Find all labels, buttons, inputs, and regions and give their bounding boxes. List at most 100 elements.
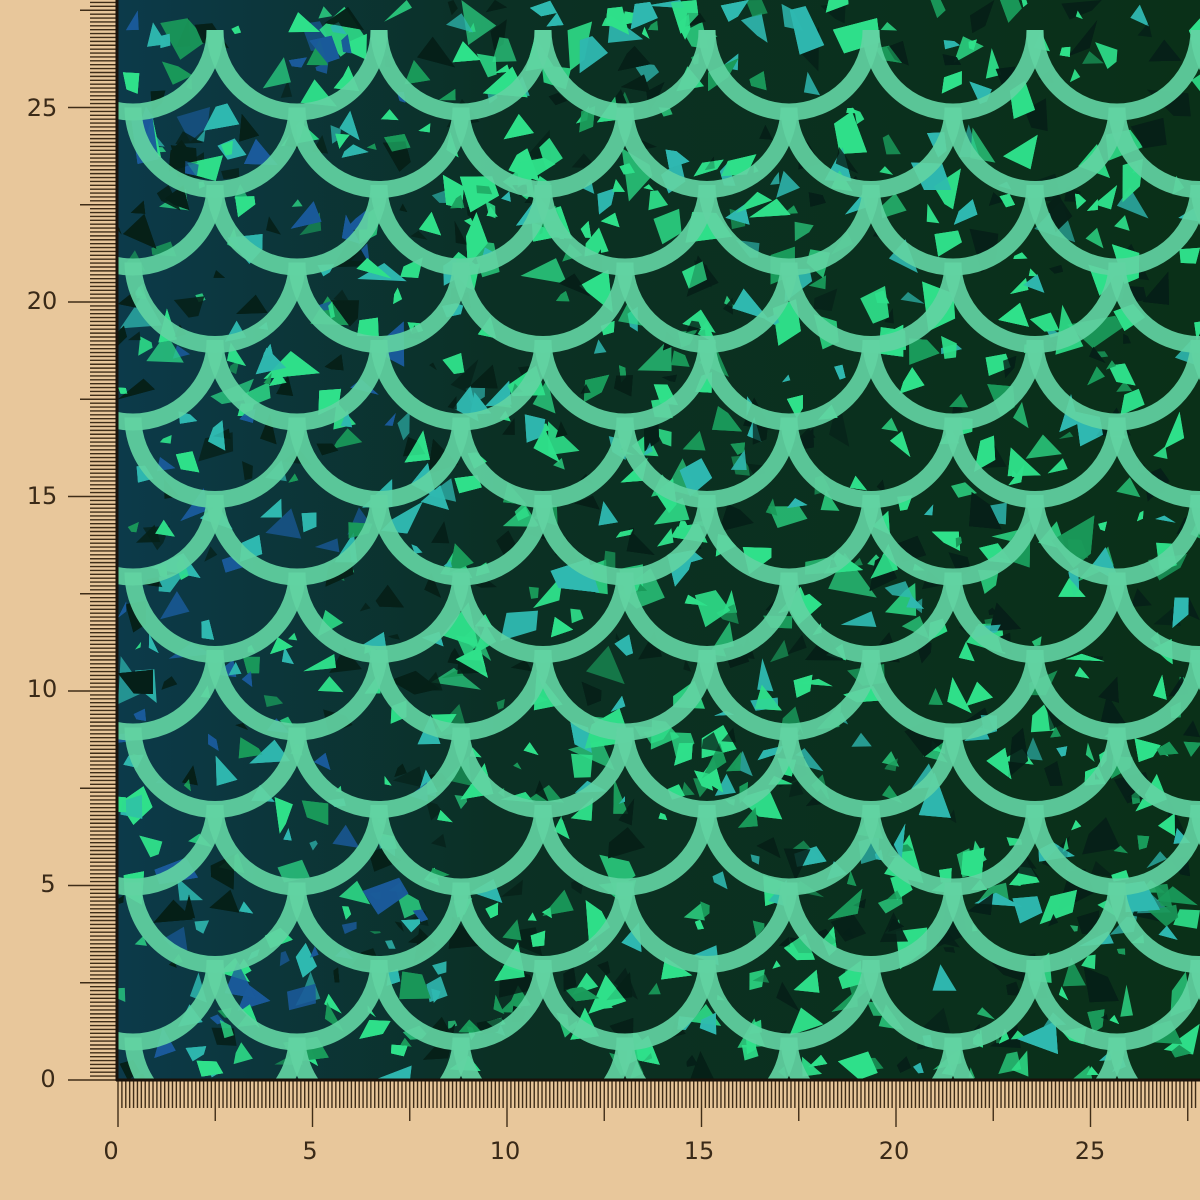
shard — [840, 611, 877, 627]
shard — [884, 581, 914, 598]
shard — [1085, 227, 1104, 249]
shard — [492, 37, 517, 62]
horizontal-label: 25 — [1075, 1137, 1106, 1165]
shard — [1191, 74, 1200, 92]
shard — [1154, 883, 1173, 907]
shard — [221, 168, 240, 180]
shard — [1153, 446, 1168, 459]
shard — [880, 193, 907, 219]
shard — [385, 940, 396, 949]
shard — [384, 0, 412, 22]
shard — [332, 824, 360, 848]
shard — [431, 833, 447, 848]
shard — [448, 1020, 458, 1029]
shard — [1095, 42, 1118, 69]
shard — [426, 976, 448, 1003]
shard — [394, 921, 404, 932]
shard — [128, 331, 141, 341]
shard — [820, 2, 846, 24]
shard — [1013, 401, 1029, 429]
shard — [1082, 51, 1104, 64]
shard — [219, 1019, 234, 1039]
shard — [496, 699, 505, 710]
shard — [159, 435, 172, 444]
shard — [146, 333, 184, 363]
shard — [657, 528, 674, 547]
shard — [1120, 984, 1133, 1017]
shard — [265, 508, 302, 539]
shard — [976, 1007, 996, 1020]
shard — [160, 591, 190, 620]
shard — [330, 300, 359, 327]
shard — [770, 639, 789, 663]
shard — [135, 641, 142, 650]
vertical-label: 15 — [27, 482, 58, 510]
shard — [786, 634, 807, 655]
shard — [621, 148, 653, 202]
shard — [932, 964, 957, 991]
shard — [501, 879, 523, 897]
horizontal-label: 20 — [879, 1137, 910, 1165]
shard — [1116, 380, 1133, 392]
shard — [808, 275, 827, 290]
shard — [1114, 215, 1130, 231]
shard — [1085, 742, 1095, 762]
shard — [637, 336, 672, 372]
shard — [1163, 1023, 1200, 1055]
shard — [314, 538, 340, 553]
shard — [879, 166, 894, 175]
shard — [339, 880, 371, 905]
shard — [671, 350, 690, 367]
horizontal-label: 10 — [490, 1137, 521, 1165]
shard — [161, 61, 193, 85]
shard — [196, 129, 206, 142]
shard — [926, 203, 940, 224]
vertical-label: 10 — [27, 675, 58, 703]
shard — [948, 809, 957, 824]
shard — [1173, 909, 1200, 929]
shard — [532, 378, 556, 414]
vertical-label: 20 — [27, 287, 58, 315]
shard — [752, 974, 770, 983]
horizontal-label: 0 — [103, 1137, 118, 1165]
shard — [567, 21, 593, 71]
shard — [683, 902, 705, 921]
horizontal-ruler — [117, 1081, 1197, 1127]
shard — [474, 579, 497, 588]
shard — [884, 308, 894, 324]
shard — [309, 840, 318, 851]
shard — [332, 428, 363, 449]
shard — [198, 432, 234, 462]
shard — [681, 781, 695, 796]
shard — [1130, 588, 1152, 607]
shard — [176, 107, 210, 142]
shard — [447, 0, 458, 16]
shard — [900, 292, 925, 304]
shard — [118, 987, 126, 1002]
shard — [410, 230, 428, 240]
shard — [553, 458, 565, 470]
shard — [1071, 1065, 1093, 1080]
shard — [432, 961, 447, 975]
shard — [750, 854, 760, 865]
shard — [586, 645, 625, 685]
shard — [461, 0, 497, 46]
horizontal-label: 15 — [684, 1137, 715, 1165]
shard — [1011, 1050, 1029, 1077]
shard — [318, 6, 333, 19]
shard — [884, 758, 898, 772]
shard — [716, 604, 739, 624]
shard — [653, 497, 690, 525]
shard — [882, 134, 901, 155]
shard — [176, 877, 203, 901]
shard — [138, 336, 153, 356]
shard — [745, 0, 768, 17]
shard — [476, 53, 497, 78]
shard — [194, 920, 210, 934]
shard — [1091, 861, 1115, 877]
shard — [615, 633, 621, 643]
shard — [1024, 737, 1043, 761]
shard — [333, 289, 351, 305]
shard — [1069, 68, 1081, 83]
shard — [288, 632, 298, 641]
